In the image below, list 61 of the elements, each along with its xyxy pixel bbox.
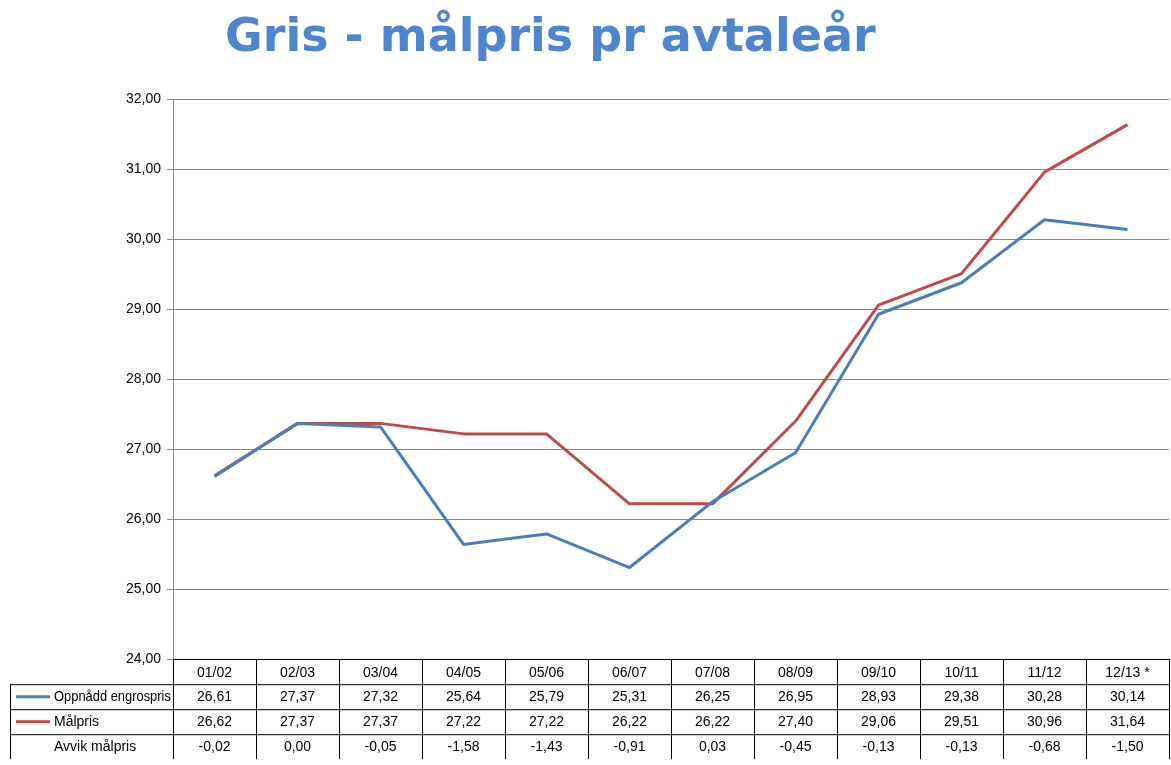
y-tick-label: 29,00: [125, 300, 162, 317]
x-tick-label: 08/09: [777, 664, 814, 681]
x-tick-label: 10/11: [944, 664, 979, 681]
data-label: 27,37: [280, 712, 316, 729]
text: -0,45: [779, 737, 812, 754]
data-label: 27,37: [363, 712, 399, 729]
data-label: 29,06: [860, 712, 897, 729]
data-label: 31,64: [1109, 712, 1146, 729]
data-label: 30,28: [1026, 687, 1063, 704]
data-label: 30,96: [1026, 712, 1063, 729]
x-tick-label: 05/06: [529, 664, 565, 681]
chart-title: Gris - målpris pr avtaleår: [224, 7, 877, 64]
data-label: 27,32: [363, 687, 399, 704]
data-label: 26,22: [612, 712, 648, 729]
text: -1,50: [1111, 737, 1144, 754]
data-label: 28,93: [860, 687, 897, 704]
y-tick-label: 30,00: [125, 230, 162, 247]
data-label: 25,79: [529, 687, 565, 704]
data-label: 29,38: [943, 687, 980, 704]
data-label: 27,37: [280, 687, 316, 704]
x-tick-label: 06/07: [612, 664, 648, 681]
legend-label: Oppnådd engrospris: [54, 688, 172, 704]
text: -0,91: [613, 737, 646, 754]
data-label: 26,62: [197, 712, 233, 729]
text: -1,43: [530, 737, 563, 754]
text: -1,58: [447, 737, 480, 754]
text: Avvik målpris: [54, 737, 137, 754]
data-label: 30,14: [1109, 687, 1146, 704]
text: -0,05: [364, 737, 397, 754]
y-tick-label: 32,00: [125, 90, 162, 107]
y-tick-label: 28,00: [125, 370, 162, 387]
y-tick-label: 27,00: [125, 440, 162, 457]
text: 0,00: [283, 737, 312, 754]
text: -0,68: [1028, 737, 1061, 754]
text: -0,13: [862, 737, 895, 754]
data-label: 27,40: [777, 712, 814, 729]
x-tick-label: 04/05: [446, 664, 482, 681]
text: -0,13: [945, 737, 978, 754]
y-tick-label: 26,00: [125, 510, 162, 527]
x-tick-label: 07/08: [694, 664, 731, 681]
data-label: 26,25: [694, 687, 731, 704]
x-tick-label: 01/02: [197, 664, 233, 681]
text: -0,02: [198, 737, 231, 754]
data-label: 25,31: [612, 687, 648, 704]
data-label: 26,95: [777, 687, 814, 704]
x-tick-label: 12/13 *: [1105, 664, 1151, 681]
y-tick-label: 25,00: [125, 580, 162, 597]
legend-label: Målpris: [54, 712, 100, 729]
data-label: 26,22: [694, 712, 731, 729]
x-tick-label: 09/10: [860, 664, 897, 681]
data-label: 26,61: [197, 687, 233, 704]
x-tick-label: 11/12: [1027, 664, 1062, 681]
data-label: 29,51: [943, 712, 980, 729]
data-label: 27,22: [446, 712, 482, 729]
y-tick-label: 31,00: [125, 160, 162, 177]
text: 0,03: [698, 737, 727, 754]
data-label: 25,64: [446, 687, 482, 704]
x-tick-label: 03/04: [363, 664, 399, 681]
data-label: 27,22: [529, 712, 565, 729]
x-tick-label: 02/03: [280, 664, 316, 681]
y-tick-label: 24,00: [125, 650, 162, 667]
